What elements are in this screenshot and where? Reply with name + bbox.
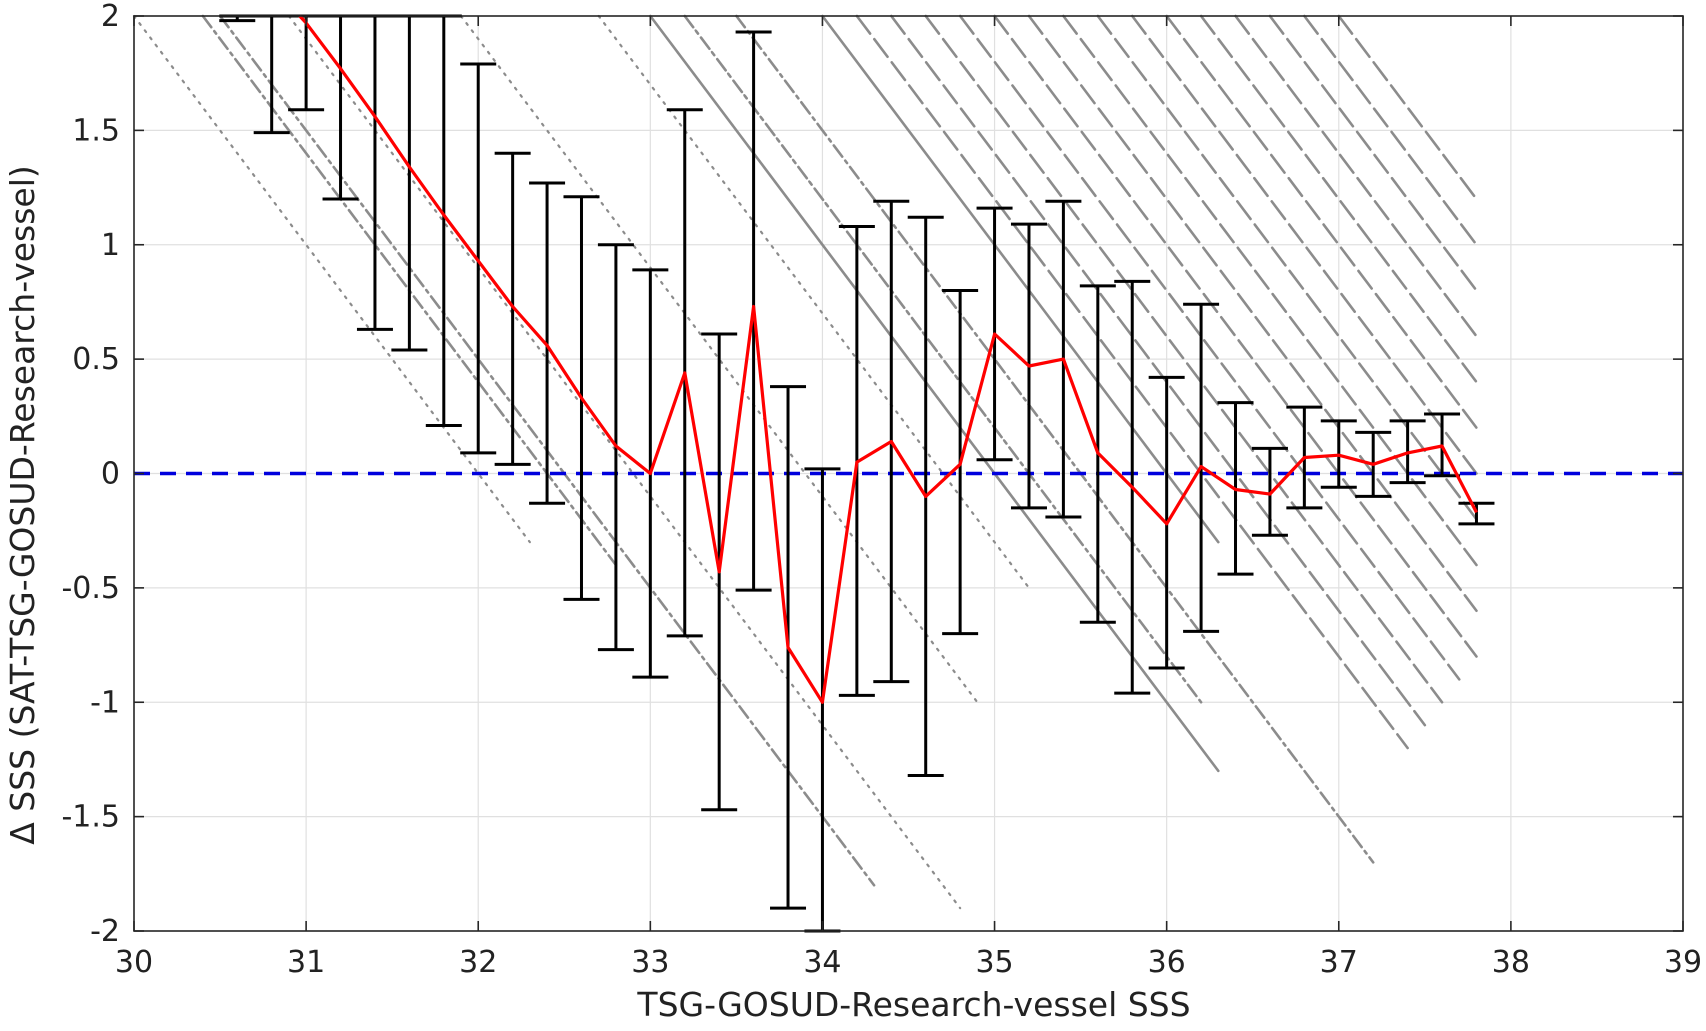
- x-tick-label: 30: [115, 945, 153, 980]
- scatter-streak-14: [924, 14, 1444, 704]
- x-tick-label: 31: [287, 945, 325, 980]
- scatter-streak-16: [993, 14, 1478, 658]
- scatter-streak-8: [649, 14, 1220, 773]
- scatter-streak-5: [597, 14, 1031, 589]
- y-tick-label: -1.5: [61, 800, 120, 835]
- mean-line-series-0: [298, 14, 1478, 704]
- scatter-streak-25: [1303, 14, 1478, 247]
- scatter-streak-23: [1234, 14, 1478, 338]
- scatter-streak-3: [287, 14, 962, 910]
- error-bar: [1458, 501, 1495, 526]
- y-tick-label: -1: [90, 685, 120, 720]
- x-tick-label: 39: [1664, 945, 1702, 980]
- y-tick-labels: -2 -1.5 -1 -0.5 0 0.5 1 1.5 2: [61, 0, 120, 949]
- y-tick-label: -2: [90, 914, 120, 949]
- scatter-streak-22: [1199, 14, 1478, 384]
- y-axis-title: Δ SSS (SAT-TSG-GOSUD-Research-vessel): [3, 165, 42, 845]
- y-tick-label: 0: [101, 457, 120, 492]
- y-tick-label: -0.5: [61, 571, 120, 606]
- axes-frame: [133, 15, 1684, 932]
- scatter-streak-20: [1130, 14, 1478, 475]
- scatter-streak-17: [1027, 14, 1478, 613]
- x-tick-labels: 30 31 32 33 34 35 36 37 38 39: [115, 945, 1702, 980]
- y-tick-label: 1: [101, 228, 120, 263]
- x-tick-label: 33: [631, 945, 669, 980]
- y-tick-label: 0.5: [72, 342, 120, 377]
- x-tick-label: 37: [1320, 945, 1358, 980]
- x-tick-label: 32: [459, 945, 497, 980]
- error-bars: [219, 14, 1495, 933]
- scatter-streak-13: [889, 14, 1427, 727]
- scatter-streak-24: [1268, 14, 1478, 292]
- scatter-streak-11: [735, 14, 1375, 864]
- x-tick-label: 36: [1148, 945, 1186, 980]
- scatter-points: [132, 14, 1478, 910]
- x-axis-title: TSG-GOSUD-Research-vessel SSS: [636, 985, 1190, 1024]
- scatter-streak-19: [1096, 14, 1478, 521]
- scatter-streak-10: [683, 14, 1203, 704]
- x-tick-label: 34: [803, 945, 841, 980]
- scatter-streak-4: [459, 14, 979, 704]
- x-tick-label: 38: [1492, 945, 1530, 980]
- scatter-streak-9: [821, 14, 1220, 544]
- y-tick-label: 1.5: [72, 113, 120, 148]
- scatter-streak-21: [1165, 14, 1478, 430]
- y-tick-label: 2: [101, 0, 120, 34]
- x-tick-label: 35: [975, 945, 1013, 980]
- scatter-streak-2: [132, 14, 531, 544]
- scatter-streak-15: [958, 14, 1461, 681]
- mean-line: [298, 14, 1478, 704]
- scatter-streak-26: [1337, 14, 1478, 201]
